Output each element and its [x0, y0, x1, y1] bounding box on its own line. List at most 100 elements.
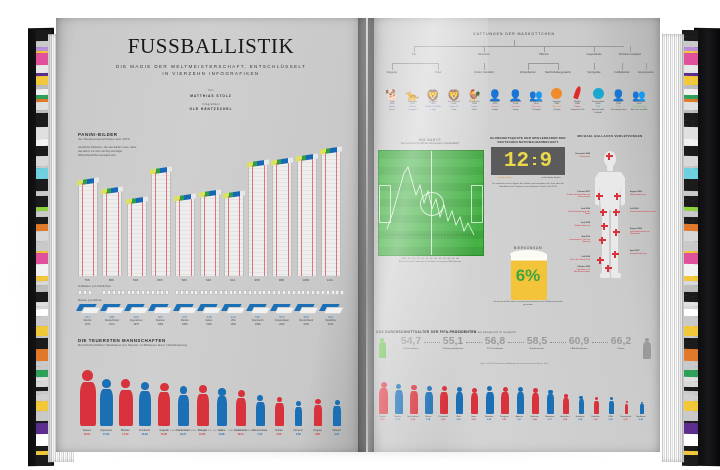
page-edge-strip [682, 52, 698, 66]
population-figure [515, 387, 526, 414]
sticker-dot [155, 290, 160, 296]
page-edge-strip [682, 145, 698, 157]
population-label: Südafrika 1,28 [591, 416, 600, 421]
figure-body [236, 398, 247, 426]
credits: Von MATTHIAS STOLZ Infografiken OLE HÄNT… [56, 89, 366, 111]
team-figure [194, 385, 211, 426]
mascot-item: 🦁 England 1966 World Cup Willie Löwe [423, 86, 443, 112]
panini-sticker-pack-icon [125, 196, 148, 205]
album-book-icon [318, 304, 344, 315]
panini-album: 400 Argentinien 1978 [124, 304, 150, 326]
mascot-caption: Spanien 1982 Naranjito Orange [552, 100, 562, 112]
tree-connector [414, 46, 415, 52]
panini-pack-column [295, 153, 318, 277]
panini-stack: 1111 [320, 146, 342, 282]
figure-head [579, 395, 583, 399]
wm-babys-axis-label: 1958 · 62 · 66 · 70 · 74 · 78 · 82 · 86 … [401, 258, 459, 261]
figure-body [563, 398, 569, 414]
team-label: Uruguay 4,88 [313, 430, 322, 437]
fifa-heading: DAS DURCHSCHNITTSALTER DER FIFA-PRÄSIDEN… [376, 330, 652, 334]
figure-head [426, 386, 432, 392]
sticker-dot [213, 290, 218, 296]
blondness-legend: blonde Spieler nicht blonde Spieler [490, 177, 566, 180]
mascot-glyph-icon: 🐆 [405, 90, 420, 102]
panini-pack-count: 620 [205, 278, 212, 283]
figure-head [380, 381, 387, 388]
album-book-icon [124, 304, 150, 315]
figure-head [609, 397, 613, 401]
injury-label: April 2007 Knöchelverletzung [630, 250, 647, 255]
panini-album: 427 Mexiko 1986 [172, 304, 198, 326]
panini-stack: 614 [222, 190, 245, 282]
figure-body [314, 405, 322, 426]
panini-section: PANINI-BILDER der Weltmeisterschaften se… [75, 132, 348, 326]
panini-pack-count: 959 [254, 278, 260, 283]
sticker-dot [286, 290, 291, 296]
panini-pack-count: 756 [84, 278, 90, 283]
population-label: Griechenland 3,54 [406, 416, 419, 421]
team-label: Deutschland 13,27 [176, 430, 190, 437]
left-page: FUSSBALLISTIK DIE MAGIE DER WELTMEISTERS… [56, 18, 366, 452]
figure-head [487, 386, 493, 392]
figure-head [548, 389, 553, 395]
panini-pictures-label: Motive pro Album [78, 298, 103, 302]
panini-pack-count: 614 [230, 278, 236, 283]
population-label: Dänemark 3,31 [438, 416, 448, 421]
mascot-item: Mexiko 1986 Pique Jalapeño-Chili [567, 85, 587, 112]
population-figure [576, 395, 587, 414]
album-picture-count: 576 [279, 314, 285, 319]
page-block-edge-right [682, 29, 698, 467]
fifa-age-cell: 56,8 IOC-Präsidenten [474, 336, 516, 350]
sticker-dot [102, 290, 107, 296]
population-label: Südkorea 3,04 [530, 416, 539, 421]
team-figure [233, 390, 250, 426]
tree-connector [414, 46, 624, 47]
wm-babys-heading: WM-BABYS [418, 138, 442, 142]
panini-stack: 988 [271, 157, 294, 282]
team-figure [79, 369, 96, 426]
fifa-age-value: 66,2 [610, 335, 632, 347]
mascot-glyph-icon: 🐓 [467, 90, 482, 102]
album-host: Frankreich 1998 [251, 319, 264, 326]
mascot-item: 👤 Argentinien 1978 Gauchito Junge [506, 86, 526, 112]
figure-body [471, 393, 479, 414]
blondness-section: BLONDHEITSQUOTE DER SPIELERKADER DER DEU… [490, 136, 566, 189]
population-label: Australien 1,84 [560, 416, 570, 421]
fifa-age-values: 54,7 US-Präsidenten 55,1 UN-Generalsekretär… [376, 336, 652, 362]
population-figure [530, 387, 541, 414]
subtitle-line-2: IN VIERZEHN INFOGRAFIKEN [162, 71, 260, 76]
age-connector-dots [550, 342, 566, 344]
sticker-dot [262, 290, 267, 296]
panini-sticker-dot-row [321, 290, 345, 296]
mascot-glyph-icon: 🐕 [385, 90, 399, 102]
population-figure [621, 400, 632, 414]
population-figure [484, 386, 495, 414]
population-label: Algerien 3,17 [515, 416, 523, 421]
panini-stack: 959 [247, 159, 270, 282]
fifa-note: Papst- und UNO-Präsidenten sind Angaben … [479, 363, 549, 365]
page-edge-strip [682, 422, 698, 435]
population-figure [454, 386, 465, 414]
injury-label: Mai 2010 Innenbandriss, Tritt von Boateng [569, 236, 590, 244]
population-label: Japan 3,03 [470, 416, 477, 421]
team-label: Brasilien 17,42 [120, 430, 130, 437]
album-host: Italien 1990 [205, 319, 213, 326]
figure-head [472, 387, 478, 393]
tree-connector [630, 46, 631, 52]
figure-head [334, 400, 340, 406]
tree-node-level2: Säugetier [386, 71, 398, 74]
score-left: 12 [503, 149, 530, 173]
sticker-dot [175, 290, 180, 296]
figure-body [275, 402, 284, 426]
page-leaves-right [662, 33, 684, 463]
panini-sticker-pack-icon [222, 190, 245, 199]
beer-value: 6% [515, 266, 541, 285]
sticker-dot [189, 290, 194, 296]
football-pitch-chart [378, 150, 484, 257]
sticker-dot [335, 290, 340, 296]
tree-node-level1: Schwarze Gestalten [618, 53, 642, 56]
population-figure [424, 386, 435, 414]
fifa-age-cell: 66,2 Päpste [600, 336, 642, 350]
figure-head [179, 385, 188, 394]
figure-body [624, 403, 629, 414]
